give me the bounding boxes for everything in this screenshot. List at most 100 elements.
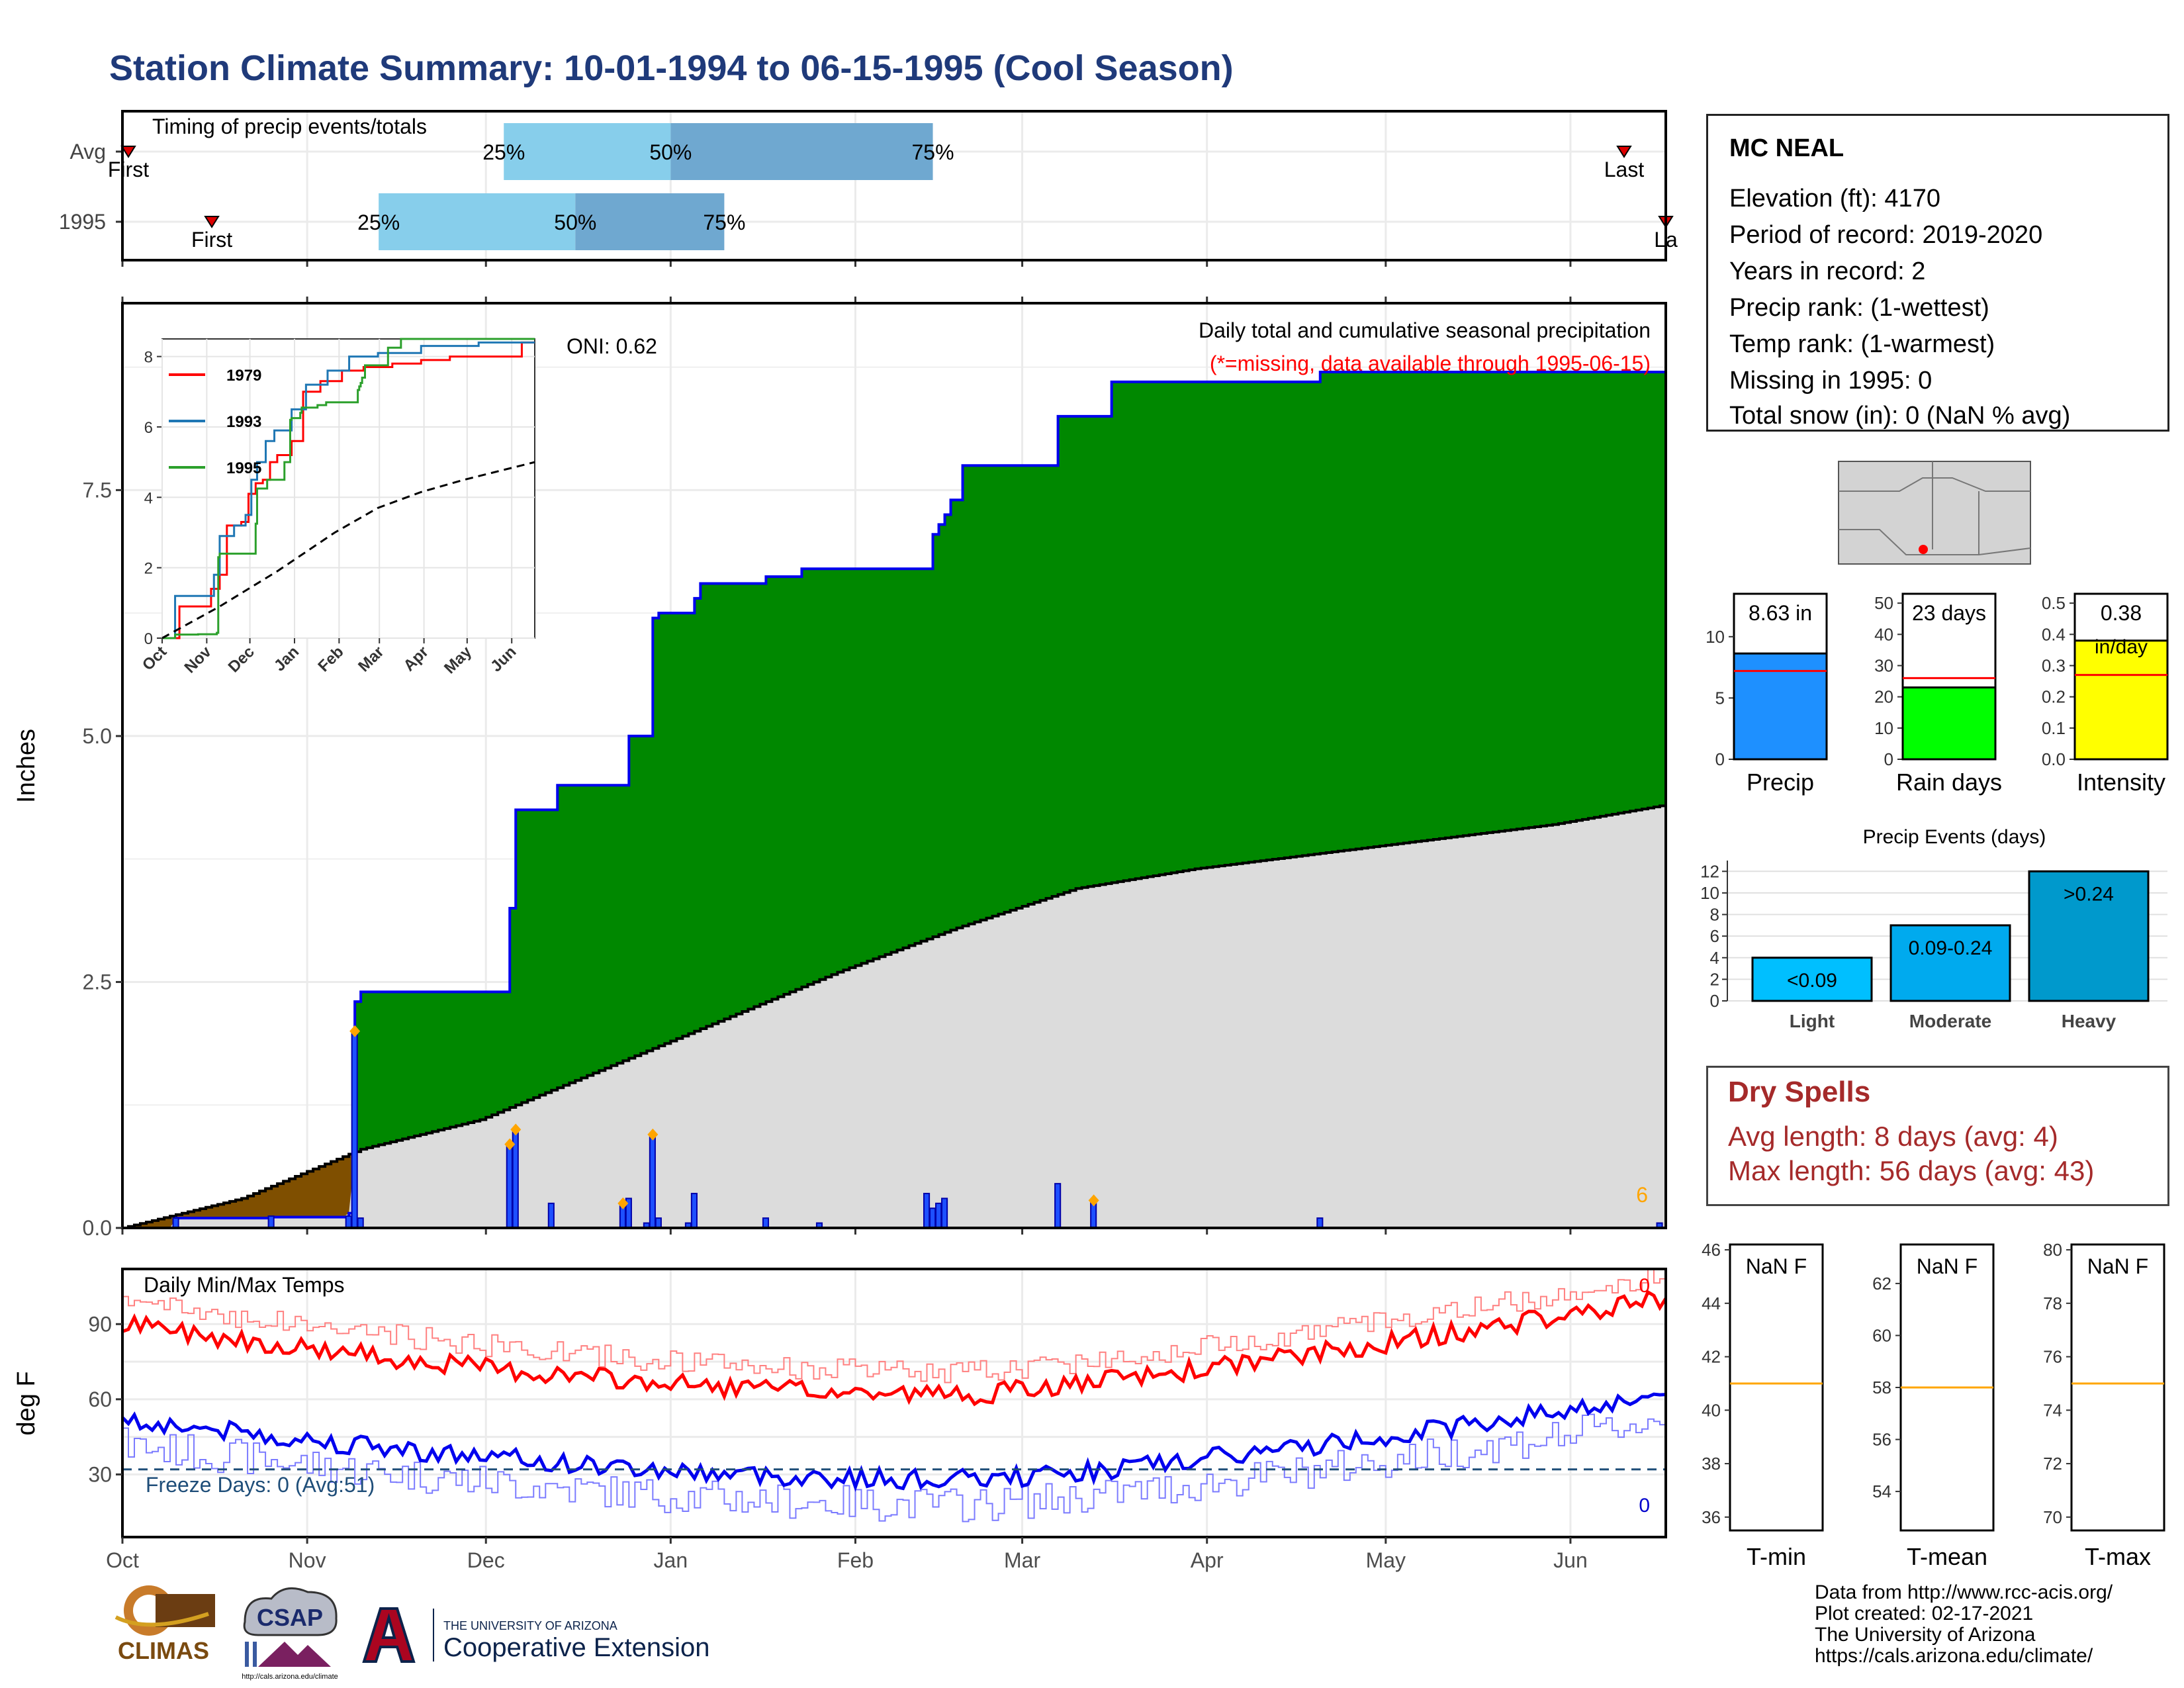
mini-y-tick-label: 0.0: [2042, 749, 2066, 769]
events-y-tick-label: 10: [1700, 883, 1719, 903]
missing-marker: [617, 1197, 629, 1209]
max-count: 0: [1639, 1275, 1650, 1297]
max-temp-average-line: [122, 1268, 1666, 1383]
events-y-tick-label: 2: [1710, 969, 1719, 989]
events-bar-label: <0.09: [1787, 970, 1837, 992]
y-axis-label: Inches: [13, 729, 40, 803]
mini-bar-value-label: 23 days: [1912, 601, 1986, 625]
mini-y-tick-label: 40: [1874, 624, 1893, 644]
corner-count: 6: [1636, 1183, 1648, 1207]
daily-precip-bar: [1054, 1183, 1062, 1229]
inset-legend-label: 1979: [226, 367, 261, 385]
mini-y-tick-label: 10: [1706, 627, 1725, 647]
temp-box-value: NaN F: [2087, 1254, 2148, 1278]
inset-1979-line: [162, 341, 535, 639]
station-elevation: Elevation (ft): 4170: [1729, 185, 1940, 212]
timing-avg-first-label: First: [108, 158, 149, 181]
events-bar-label: 0.09-0.24: [1909, 937, 1993, 959]
inset-y-tick-label: 4: [144, 489, 153, 507]
events-y-tick-label: 0: [1710, 991, 1719, 1011]
mini-bar-label: Intensity: [2077, 769, 2165, 796]
y-tick-label: 7.5: [83, 478, 112, 502]
timing-avg-first-marker: [120, 146, 136, 158]
svg-text:CSAP: CSAP: [257, 1604, 323, 1631]
daily-precip-bar: [762, 1217, 770, 1229]
min-temp-line: [121, 1392, 1666, 1492]
svg-text:CLIMAS: CLIMAS: [118, 1637, 209, 1664]
temp-panel-title: Daily Min/Max Temps: [144, 1273, 344, 1297]
temp-box-tick-label: 58: [1872, 1378, 1891, 1397]
csap-logo: CSAP http://cals.arizona.edu/climate: [232, 1582, 347, 1681]
mini-y-tick-label: 0.2: [2042, 687, 2066, 707]
missing-marker: [1088, 1194, 1099, 1207]
daily-precip-bar: [345, 1215, 352, 1229]
daily-precip-bar: [351, 1030, 358, 1229]
events-bar-label: >0.24: [2064, 883, 2114, 905]
temp-box-tick-label: 70: [2043, 1507, 2062, 1527]
events-y-tick-label: 8: [1710, 905, 1719, 925]
temp-box-tick-label: 62: [1872, 1274, 1891, 1293]
cumulative-average-line: [122, 804, 1666, 1229]
mini-y-tick-label: 0.1: [2042, 718, 2066, 738]
station-snow: Total snow (in): 0 (NaN % avg): [1729, 402, 2071, 430]
temp-box-tick-label: 42: [1702, 1347, 1721, 1367]
events-y-tick-label: 4: [1710, 948, 1719, 968]
temp-box-tick-label: 38: [1702, 1454, 1721, 1474]
timing-avg-p25-label: 25%: [482, 140, 525, 164]
x-tick-label: Nov: [289, 1548, 326, 1572]
mini-y-tick-label: 0: [1715, 749, 1725, 769]
inset-legend-label: 1993: [226, 413, 261, 431]
y-tick-label: 90: [88, 1312, 112, 1336]
cumulative-average-area: [122, 806, 1666, 1228]
timing-1995-p75-label: 75%: [703, 211, 745, 234]
svg-text:Cooperative Extension: Cooperative Extension: [443, 1633, 709, 1662]
temp-box-value: NaN F: [1746, 1254, 1807, 1278]
footer-line-4: https://cals.arizona.edu/climate/: [1815, 1645, 2093, 1667]
events-bar: [1889, 924, 2011, 1002]
temp-box-frame: [1729, 1243, 1824, 1532]
x-tick-label: May: [1366, 1548, 1406, 1572]
deficit-area: [122, 1151, 355, 1228]
y-tick-label: 2.5: [83, 970, 112, 994]
inset-1995-line: [162, 338, 535, 639]
dry-spells-title: Dry Spells: [1728, 1076, 1871, 1108]
inset-y-tick-label: 8: [144, 349, 153, 367]
footer-line-2: Plot created: 02-17-2021: [1815, 1603, 2034, 1624]
svg-text:http://cals.arizona.edu/climat: http://cals.arizona.edu/climate: [242, 1673, 338, 1681]
inset-plot-area: [161, 338, 535, 639]
timing-row-avg: Avg: [69, 140, 106, 164]
daily-precip-bar: [649, 1133, 656, 1229]
mini-bar-value: [1733, 652, 1828, 761]
climas-logo: CLIMAS: [109, 1581, 218, 1673]
temp-box-tick-label: 72: [2043, 1454, 2062, 1474]
station-info-box: MC NEAL Elevation (ft): 4170 Period of r…: [1706, 114, 2169, 432]
x-tick-label: Mar: [1004, 1548, 1040, 1572]
temp-box-label: T-max: [2085, 1543, 2151, 1570]
temp-box-tick-label: 78: [2043, 1293, 2062, 1313]
mini-bar-value: [2073, 639, 2169, 761]
missing-marker: [349, 1025, 361, 1037]
mini-y-tick-label: 10: [1874, 718, 1893, 738]
mini-bar-value-unit: in/day: [2095, 636, 2148, 658]
station-name: MC NEAL: [1729, 134, 1844, 162]
station-years: Years in record: 2: [1729, 258, 1926, 285]
temp-box-tick-label: 40: [1702, 1400, 1721, 1420]
x-tick-label: Oct: [106, 1548, 139, 1572]
temp-box-frame: [2070, 1243, 2165, 1532]
mini-bar-value: [1901, 686, 1997, 761]
timing-panel: Timing of precip events/totals Avg 1995 …: [59, 110, 1678, 267]
mini-bar-label: Precip: [1747, 769, 1814, 796]
station-period: Period of record: 2019-2020: [1729, 221, 2043, 249]
min-count: 0: [1639, 1495, 1650, 1517]
temp-box-tick-label: 74: [2043, 1400, 2062, 1420]
mini-y-tick-label: 0.3: [2042, 655, 2066, 675]
timing-1995-first-label: First: [191, 228, 232, 252]
mini-y-tick-label: 0.5: [2042, 593, 2066, 613]
temp-box-tick-label: 46: [1702, 1240, 1721, 1260]
temp-box-label: T-min: [1747, 1543, 1806, 1570]
temp-panel: Daily Min/Max Temps Freeze Days: 0 (Avg:…: [13, 1268, 1668, 1572]
svg-text:THE UNIVERSITY OF ARIZONA: THE UNIVERSITY OF ARIZONA: [443, 1619, 617, 1632]
daily-precip-bar: [690, 1192, 698, 1229]
timing-1995-q2-bar: [379, 193, 576, 250]
x-tick-label: Jun: [1553, 1548, 1588, 1572]
